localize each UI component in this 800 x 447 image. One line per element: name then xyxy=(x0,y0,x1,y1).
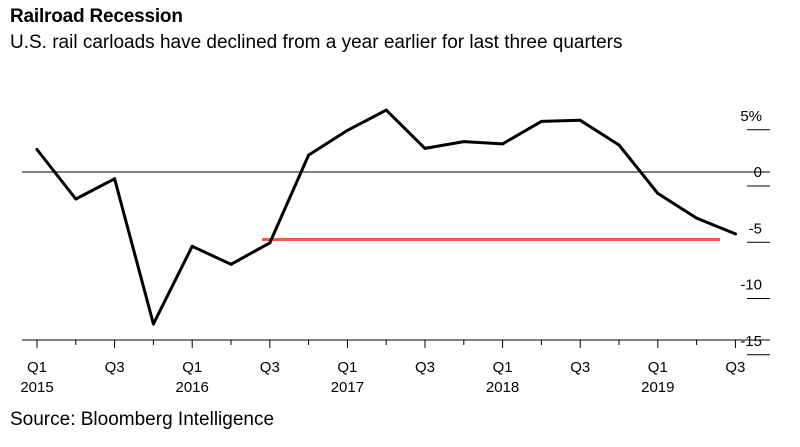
x-tick-label: Q3 xyxy=(260,359,280,376)
x-tick-label: Q3 xyxy=(725,359,745,376)
data-point xyxy=(113,177,117,181)
data-point xyxy=(384,108,388,112)
x-tick-year: 2018 xyxy=(486,379,519,396)
data-point xyxy=(229,262,233,266)
y-tick-label: -5 xyxy=(749,220,762,237)
x-tick-label: Q1 xyxy=(182,359,202,376)
data-point xyxy=(74,197,78,201)
data-point xyxy=(656,191,660,195)
data-point xyxy=(345,128,349,132)
x-tick-label: Q3 xyxy=(415,359,435,376)
chart-title: Railroad Recession xyxy=(10,6,183,27)
data-point xyxy=(695,216,699,220)
carloads-series-line xyxy=(35,108,737,326)
data-point xyxy=(617,143,621,147)
data-point xyxy=(268,241,272,245)
x-tick-label: Q1 xyxy=(27,359,47,376)
data-point xyxy=(539,119,543,123)
data-point xyxy=(578,118,582,122)
x-tick-label: Q3 xyxy=(570,359,590,376)
data-point xyxy=(151,322,155,326)
chart-subtitle: U.S. rail carloads have declined from a … xyxy=(10,32,623,53)
source-note: Source: Bloomberg Intelligence xyxy=(10,409,275,430)
y-tick-label: 5% xyxy=(740,108,762,125)
data-point xyxy=(423,146,427,150)
x-tick-label: Q3 xyxy=(105,359,125,376)
data-point xyxy=(35,148,39,151)
y-tick-label: -15 xyxy=(740,333,762,350)
y-tick-label: 0 xyxy=(754,164,762,181)
x-tick-year: 2017 xyxy=(331,379,364,396)
data-point xyxy=(307,153,311,157)
y-tick-label: -10 xyxy=(740,277,762,294)
x-tick-label: Q1 xyxy=(648,359,668,376)
x-tick-label: Q1 xyxy=(337,359,357,376)
data-point xyxy=(190,244,194,248)
x-tick-year: 2019 xyxy=(641,379,674,396)
x-tick-label: Q1 xyxy=(493,359,513,376)
data-point xyxy=(462,140,466,144)
data-point xyxy=(733,232,737,236)
data-point xyxy=(501,142,505,146)
x-tick-year: 2016 xyxy=(176,379,209,396)
x-tick-year: 2015 xyxy=(20,379,53,396)
